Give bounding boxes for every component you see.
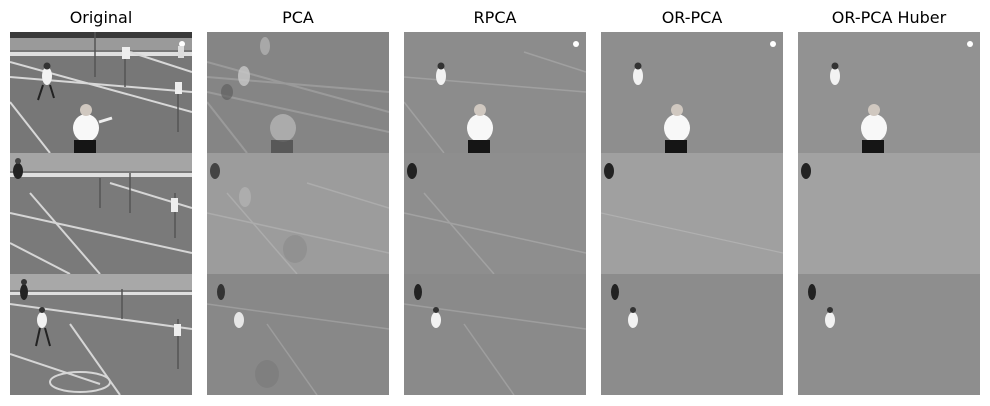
video-frame-3 bbox=[798, 274, 980, 395]
frame-stack bbox=[798, 32, 980, 395]
video-frame-1 bbox=[10, 32, 192, 153]
panel-title: PCA bbox=[282, 8, 314, 27]
panel-pca: PCA bbox=[207, 0, 389, 406]
panel-title: OR-PCA bbox=[661, 8, 723, 27]
video-frame-2 bbox=[404, 153, 586, 274]
panel-rpca: RPCA bbox=[404, 0, 586, 406]
panel-original: Original bbox=[10, 0, 192, 406]
frame-stack bbox=[207, 32, 389, 395]
panel-or-pca-huber: OR-PCA Huber bbox=[798, 0, 980, 406]
panel-or-pca: OR-PCA bbox=[601, 0, 783, 406]
video-frame-2 bbox=[798, 153, 980, 274]
video-frame-2 bbox=[207, 153, 389, 274]
video-frame-3 bbox=[10, 274, 192, 395]
panel-title: RPCA bbox=[473, 8, 517, 27]
video-frame-2 bbox=[601, 153, 783, 274]
frame-stack bbox=[601, 32, 783, 395]
video-frame-2 bbox=[10, 153, 192, 274]
video-frame-1 bbox=[207, 32, 389, 153]
video-frame-3 bbox=[207, 274, 389, 395]
video-frame-1 bbox=[601, 32, 783, 153]
frame-stack bbox=[404, 32, 586, 395]
video-frame-1 bbox=[404, 32, 586, 153]
video-frame-3 bbox=[601, 274, 783, 395]
video-frame-3 bbox=[404, 274, 586, 395]
video-frame-1 bbox=[798, 32, 980, 153]
panel-title: OR-PCA Huber bbox=[831, 8, 947, 27]
frame-stack bbox=[10, 32, 192, 395]
panel-title: Original bbox=[69, 8, 133, 27]
